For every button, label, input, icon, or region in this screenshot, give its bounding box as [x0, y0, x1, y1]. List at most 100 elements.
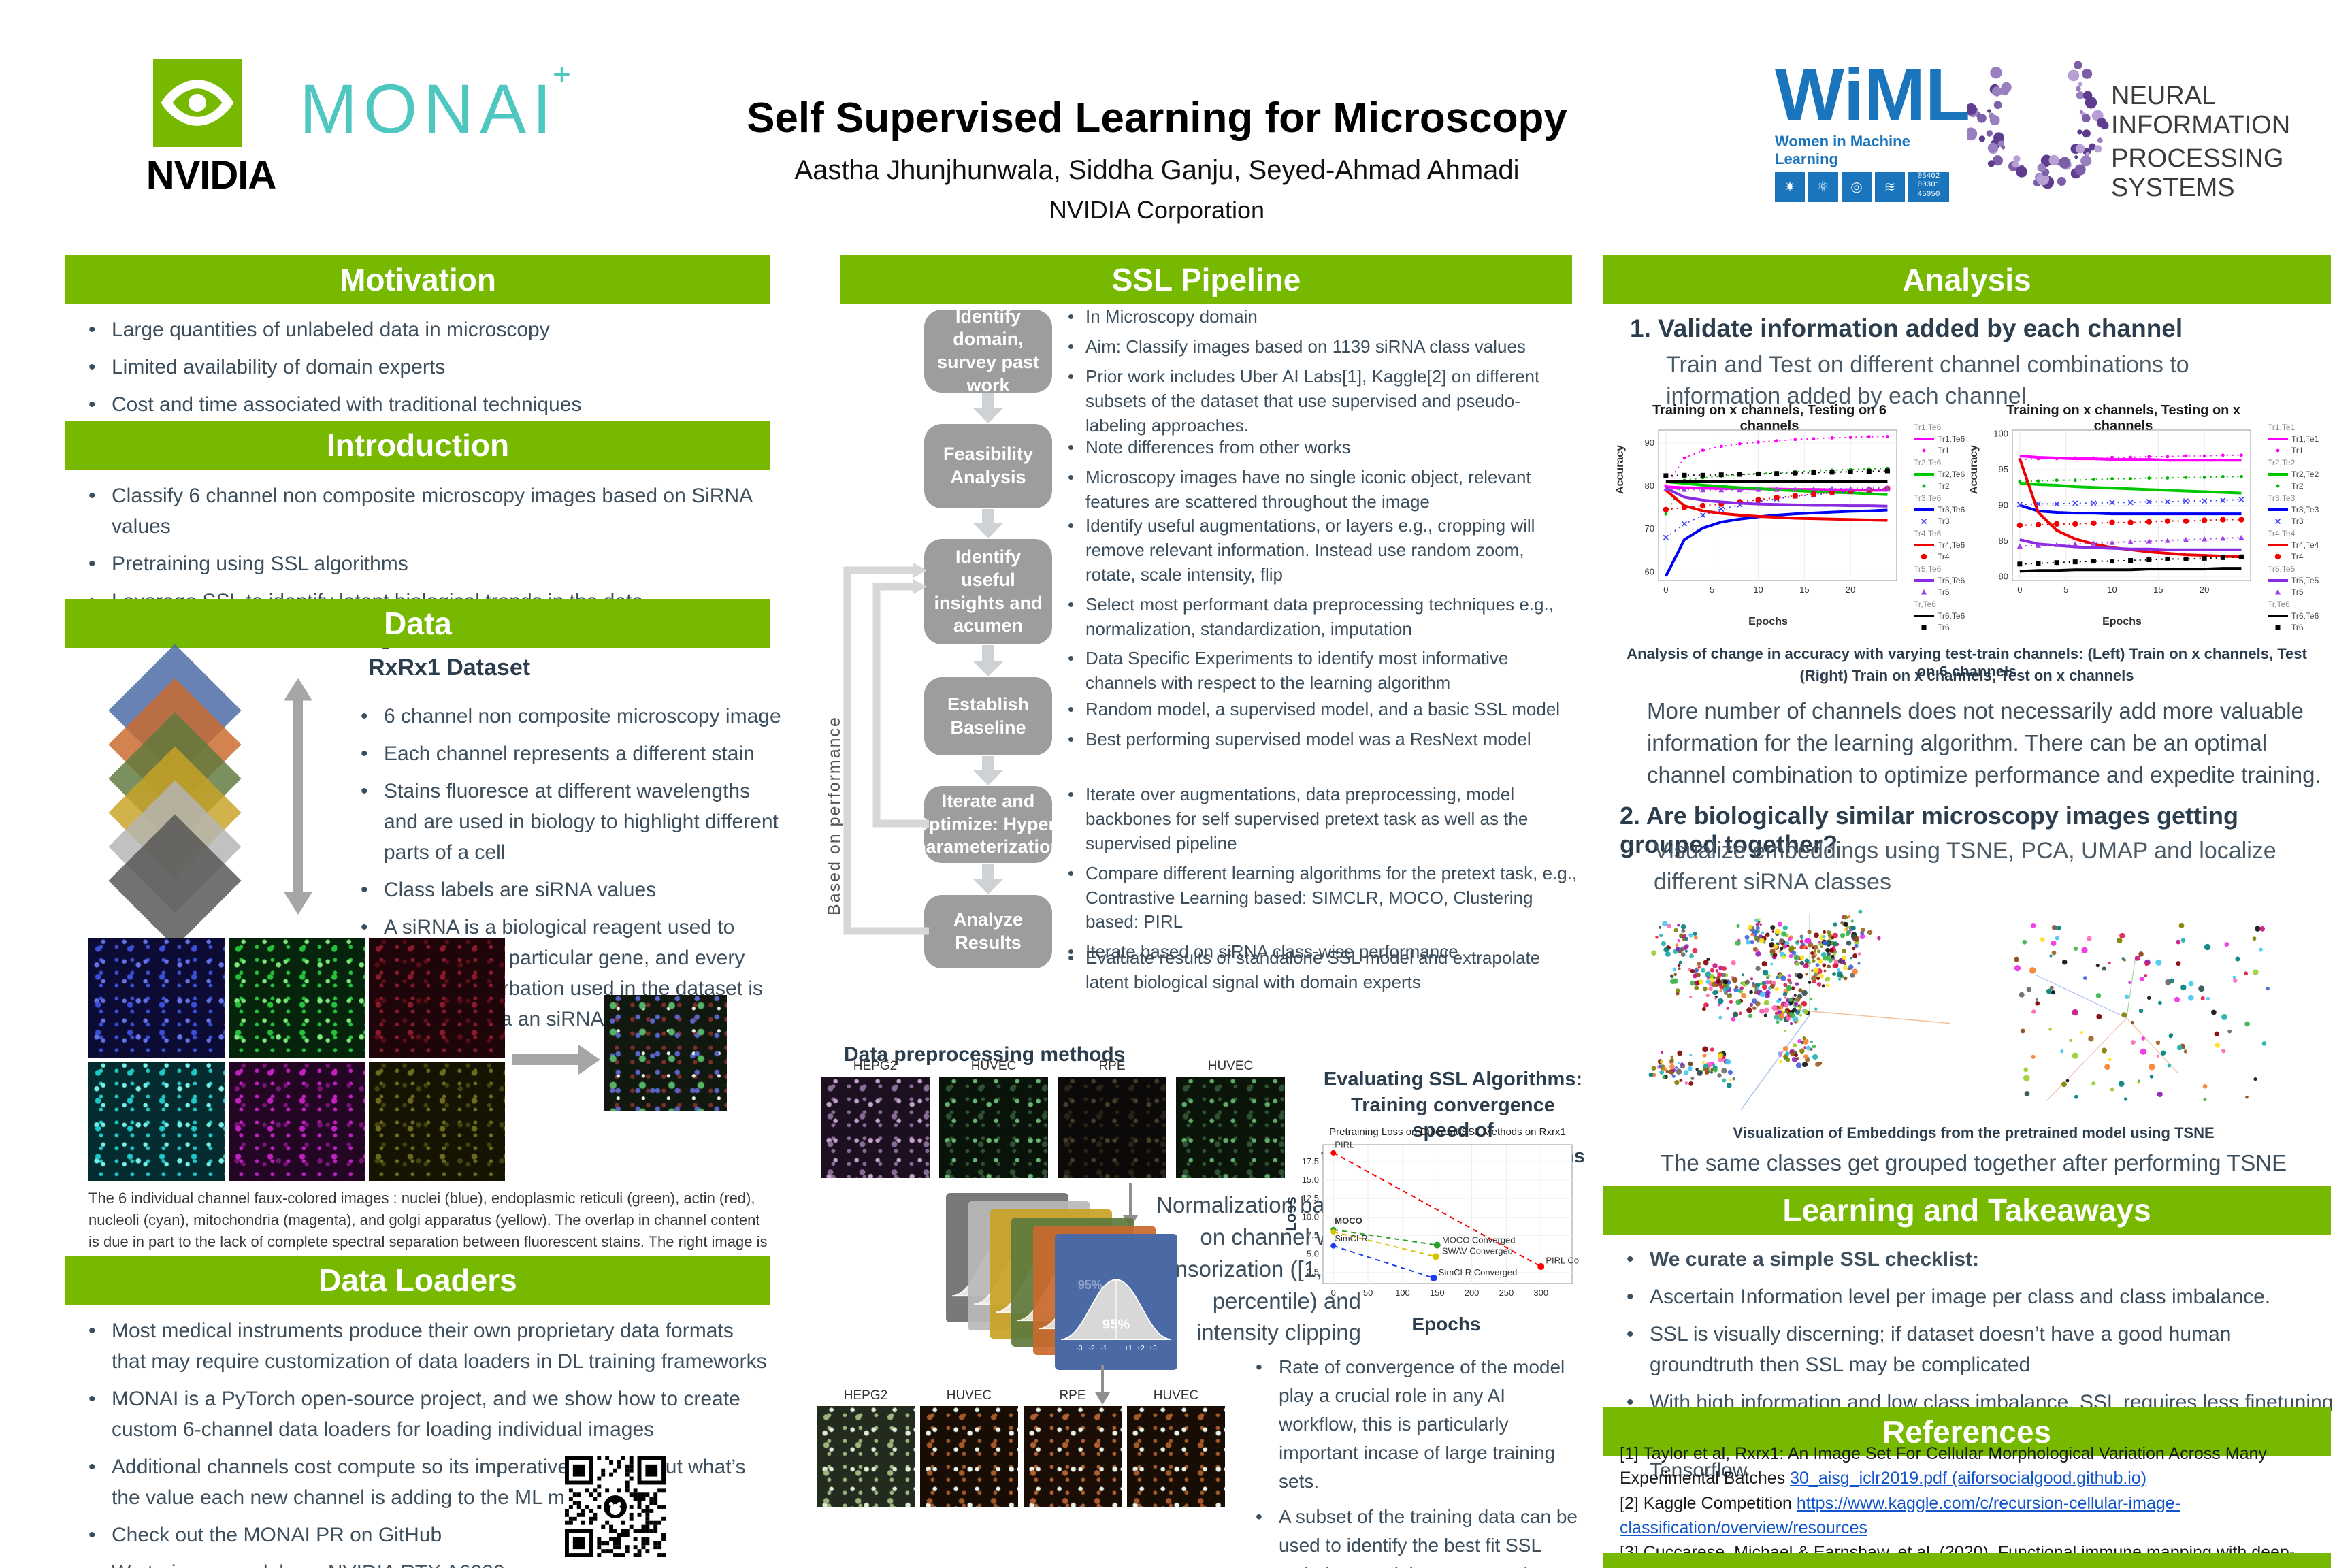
svg-text:15.0: 15.0: [1302, 1175, 1319, 1185]
reference-link[interactable]: 30_aisg_iclr2019.pdf (aiforsocialgood.gi…: [1790, 1469, 2147, 1488]
list-item: Compare different learning algorithms fo…: [1065, 862, 1579, 935]
svg-text:17.5: 17.5: [1302, 1156, 1319, 1166]
stack-arrow-down-icon: [1095, 1365, 1110, 1405]
channel-image-nuclei: [88, 938, 225, 1058]
legend-entry: Tr1,Te6: [1914, 433, 1978, 444]
footer-accent-bar: [1603, 1553, 2331, 1568]
svg-text:150: 150: [1430, 1288, 1445, 1298]
monai-plus-icon: +: [553, 56, 571, 92]
motivation-list: Large quantities of unlabeled data in mi…: [82, 314, 769, 427]
wiml-logo: WiML Women in Machine Learning ✷ ⚛ ◎ ≋ 05402…: [1775, 53, 1970, 202]
svg-text:0: 0: [1331, 1288, 1336, 1298]
svg-text:MOCO: MOCO: [1335, 1215, 1362, 1226]
pipeline-step-1: Identify domain, survey past work: [924, 306, 1052, 395]
list-item: MONAI is a PyTorch open-source project, …: [82, 1384, 769, 1445]
section-header-takeaways: Learning and Takeaways: [1603, 1186, 2331, 1235]
list-item: Stains fluoresce at different wavelength…: [354, 776, 783, 868]
list-item: A subset of the training data can be use…: [1249, 1503, 1582, 1568]
legend-entry: Tr3,Te6: [1914, 504, 1978, 515]
pipeline-step-3-bullets: Identify useful augmentations, or layers…: [1065, 514, 1579, 701]
cell-type-label: HUVEC: [970, 1059, 1017, 1073]
legend-entry: Tr6: [2268, 621, 2332, 633]
pipeline-step-2-bullets: Note differences from other works Microsc…: [1065, 436, 1579, 520]
legend-entry: Tr3: [1914, 515, 1978, 527]
histogram-card: 95% -3 -2 -1 +1 +2 +3 95%: [1055, 1234, 1177, 1370]
svg-text:10: 10: [2107, 585, 2117, 595]
legend-entry: Tr5: [2268, 586, 2332, 598]
legend-entry: Tr2,Te6: [1914, 468, 1978, 480]
tsne-note: The same classes get grouped together af…: [1660, 1150, 2287, 1175]
list-item: Random model, a supervised model, and a …: [1065, 698, 1579, 722]
section-header-analysis: Analysis: [1603, 255, 2331, 304]
list-item: Additional channels cost compute so its …: [82, 1452, 769, 1513]
svg-text:5.0: 5.0: [1307, 1249, 1319, 1259]
dataset-title: RxRx1 Dataset: [368, 655, 531, 681]
normalized-image-huvec-1: [920, 1406, 1018, 1507]
poster-authors: Aastha Jhunjhunwala, Siddha Ganju, Seyed…: [794, 155, 1520, 185]
svg-text:SimCLR: SimCLR: [1335, 1233, 1367, 1243]
channel-image-actin: [369, 938, 505, 1058]
list-item: [2] Kaggle Competition https://www.kaggl…: [1620, 1493, 2180, 1537]
list-item: We curate a simple SSL checklist:: [1620, 1244, 2334, 1275]
preprocessing-title: Data preprocessing methods: [844, 1043, 1126, 1066]
list-item: [1] Taylor et al, Rxrx1: An Image Set Fo…: [1620, 1444, 2267, 1488]
charts-caption-line1: Analysis of change in accuracy with vary…: [1627, 645, 2307, 680]
chart2-xlabel: Epochs: [2102, 616, 2142, 627]
pipeline-step-4-bullets: Random model, a supervised model, and a …: [1065, 698, 1579, 757]
legend-entry: Tr5: [1914, 586, 1978, 598]
legend-group-header: Tr3,Te6: [1914, 493, 1942, 503]
tsne-scatter-dense: [1648, 909, 1951, 1111]
legend-group-header: Tr5,Te5: [2268, 564, 2296, 574]
pipeline-step-4: Establish Baseline: [924, 677, 1052, 755]
wiml-icon-tile: ◎: [1842, 172, 1872, 202]
svg-text:85: 85: [1999, 536, 2008, 546]
pipeline-step-3: Identify useful insights and acumen: [924, 539, 1052, 644]
legend-entry: Tr6: [1914, 621, 1978, 633]
reference-link[interactable]: https://www.kaggle.com/c/recursion-cellu…: [1620, 1493, 2180, 1537]
wiml-digit-tile: 05402 00301 45050: [1908, 172, 1949, 202]
legend-group-header: Tr,Te6: [1914, 600, 1936, 609]
analysis-q1-subtext: Train and Test on different channel comb…: [1666, 352, 2189, 409]
svg-text:MOCO Converged: MOCO Converged: [1442, 1235, 1516, 1245]
preprocessing-image-rpe: [1058, 1077, 1166, 1178]
list-item: Data Specific Experiments to identify mo…: [1065, 647, 1579, 696]
chart1-xlabel: Epochs: [1748, 616, 1788, 627]
analysis-q2-heading: 2. Are biologically similar microscopy i…: [1620, 802, 2238, 858]
svg-text:95%: 95%: [1102, 1317, 1130, 1332]
list-item: Identify useful augmentations, or layers…: [1065, 514, 1579, 587]
normalized-image-hepg2: [817, 1406, 915, 1507]
wiml-wordmark: WiML: [1775, 53, 1970, 135]
pipeline-arrows: [843, 393, 1003, 935]
wiml-tiles: ✷ ⚛ ◎ ≋ 05402 00301 45050: [1775, 172, 1965, 202]
section-header-ssl-pipeline: SSL Pipeline: [840, 255, 1572, 304]
svg-text:70: 70: [1645, 523, 1654, 534]
list-item: Evaluate results of standalone SSL model…: [1065, 946, 1579, 995]
preprocessing-image-huvec-2: [1176, 1077, 1285, 1178]
list-item: Ascertain Information level per image pe…: [1620, 1281, 2334, 1312]
chart2-legend: Tr1,Te1 Tr1,Te1 Tr1 Tr2,Te2 Tr2,Te2 Tr2 Tr3,Te…: [2268, 421, 2332, 633]
list-item: Best performing supervised model was a R…: [1065, 728, 1579, 752]
channel-image-nucleoli: [88, 1062, 225, 1181]
references-list: [1] Taylor et al, Rxrx1: An Image Set Fo…: [1620, 1441, 2331, 1568]
ssl-chart-xlabel: Epochs: [1411, 1313, 1481, 1335]
legend-group-header: Tr5,Te6: [1914, 564, 1942, 574]
svg-text:15: 15: [2153, 585, 2163, 595]
list-item: Limited availability of domain experts: [82, 352, 769, 382]
neurips-logo-icon: [1964, 42, 2110, 195]
legend-group-header: Tr2,Te6: [1914, 458, 1942, 468]
nvidia-wordmark: NVIDIA: [146, 153, 277, 197]
legend-entry: Tr2: [2268, 480, 2332, 491]
svg-text:-2: -2: [1089, 1345, 1095, 1352]
cell-type-label: RPE: [1098, 1059, 1126, 1073]
list-item: Iterate over augmentations, data preproc…: [1065, 783, 1579, 856]
svg-text:12.5: 12.5: [1302, 1193, 1319, 1203]
section-header-motivation: Motivation: [65, 255, 770, 304]
list-item: Classify 6 channel non composite microsc…: [82, 480, 769, 542]
legend-entry: Tr1,Te1: [2268, 433, 2332, 444]
svg-text:+1: +1: [1124, 1345, 1132, 1352]
analysis-q2-subtext: Visualize embeddings using TSNE, PCA, UM…: [1654, 838, 2276, 895]
list-item: Aim: Classify images based on 1139 siRNA…: [1065, 335, 1579, 359]
preprocessing-image-huvec-1: [939, 1077, 1048, 1178]
list-item: Rate of convergence of the model play a …: [1249, 1353, 1582, 1496]
list-item: Class labels are siRNA values: [354, 875, 783, 905]
